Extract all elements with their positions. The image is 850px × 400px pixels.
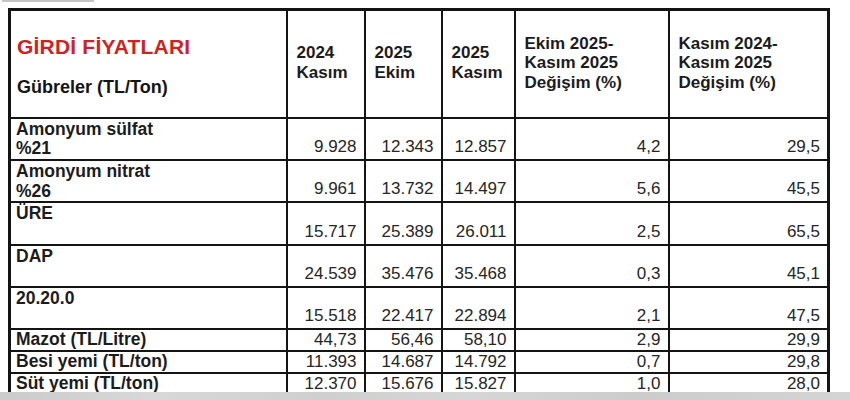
cell-value: 14.687 [365, 351, 442, 373]
cell-value: 24.539 [287, 245, 365, 287]
cell-value: 2,9 [515, 329, 669, 351]
cell-value: 2,5 [515, 202, 669, 245]
cell-value: 44,73 [287, 329, 365, 351]
row-label: 20.20.0 [10, 287, 287, 329]
cell-value: 15.518 [287, 287, 365, 329]
cell-value: 0,7 [515, 351, 669, 373]
column-header-2024-kasim: 2024 Kasım [287, 10, 365, 118]
cell-value: 22.417 [365, 287, 442, 329]
column-header-monthly-change: Ekim 2025- Kasım 2025 Değişim (%) [515, 10, 669, 118]
cell-value: 11.393 [287, 351, 365, 373]
cell-value: 35.468 [442, 245, 515, 287]
scanned-price-table-page: GİRDİ FİYATLARI Gübreler (TL/Ton) 2024 K… [0, 0, 850, 400]
table-row: 20.20.0 15.518 22.417 22.894 2,1 47,5 [10, 287, 829, 329]
table-row: DAP 24.539 35.476 35.468 0,3 45,1 [10, 245, 829, 287]
table-row: Besi yemi (TL/ton) 11.393 14.687 14.792 … [10, 351, 829, 373]
cell-value: 4,2 [515, 118, 669, 160]
table-row: Amonyum nitrat %26 9.961 13.732 14.497 5… [10, 160, 829, 202]
cell-value: 22.894 [442, 287, 515, 329]
cell-value: 29,9 [669, 329, 829, 351]
cell-value: 47,5 [669, 287, 829, 329]
row-label: Amonyum sülfat %21 [10, 118, 287, 160]
cell-value: 5,6 [515, 160, 669, 202]
row-label: Amonyum nitrat %26 [10, 160, 287, 202]
cell-value: 35.476 [365, 245, 442, 287]
cell-value: 26.011 [442, 202, 515, 245]
input-prices-table: GİRDİ FİYATLARI Gübreler (TL/Ton) 2024 K… [8, 8, 830, 400]
column-header-2025-kasim: 2025 Kasım [442, 10, 515, 118]
cell-value: 13.732 [365, 160, 442, 202]
table-header-row: GİRDİ FİYATLARI Gübreler (TL/Ton) 2024 K… [10, 10, 829, 118]
table-row: Mazot (TL/Litre) 44,73 56,46 58,10 2,9 2… [10, 329, 829, 351]
cell-value: 0,3 [515, 245, 669, 287]
cell-value: 58,10 [442, 329, 515, 351]
table-subtitle: Gübreler (TL/Ton) [17, 77, 282, 99]
row-label: Besi yemi (TL/ton) [10, 351, 287, 373]
row-label: DAP [10, 245, 287, 287]
cell-value: 25.389 [365, 202, 442, 245]
cell-value: 29,5 [669, 118, 829, 160]
table-row: ÜRE 15.717 25.389 26.011 2,5 65,5 [10, 202, 829, 245]
column-header-2025-ekim: 2025 Ekim [365, 10, 442, 118]
cell-value: 9.928 [287, 118, 365, 160]
column-header-yearly-change: Kasım 2024- Kasım 2025 Değişim (%) [669, 10, 829, 118]
cell-value: 45,1 [669, 245, 829, 287]
cell-value: 56,46 [365, 329, 442, 351]
cell-value: 12.857 [442, 118, 515, 160]
row-label: ÜRE [10, 202, 287, 245]
cell-value: 14.497 [442, 160, 515, 202]
page-title: GİRDİ FİYATLARI [17, 35, 282, 59]
cell-value: 14.792 [442, 351, 515, 373]
row-label: Mazot (TL/Litre) [10, 329, 287, 351]
cell-value: 45,5 [669, 160, 829, 202]
cell-value: 65,5 [669, 202, 829, 245]
cell-value: 29,8 [669, 351, 829, 373]
scan-artifact-top-line [2, 0, 94, 2]
scan-artifact-bottom-shadow [0, 392, 850, 400]
cell-value: 9.961 [287, 160, 365, 202]
table-row: Amonyum sülfat %21 9.928 12.343 12.857 4… [10, 118, 829, 160]
table-title-cell: GİRDİ FİYATLARI Gübreler (TL/Ton) [10, 10, 287, 118]
cell-value: 12.343 [365, 118, 442, 160]
cell-value: 2,1 [515, 287, 669, 329]
cell-value: 15.717 [287, 202, 365, 245]
